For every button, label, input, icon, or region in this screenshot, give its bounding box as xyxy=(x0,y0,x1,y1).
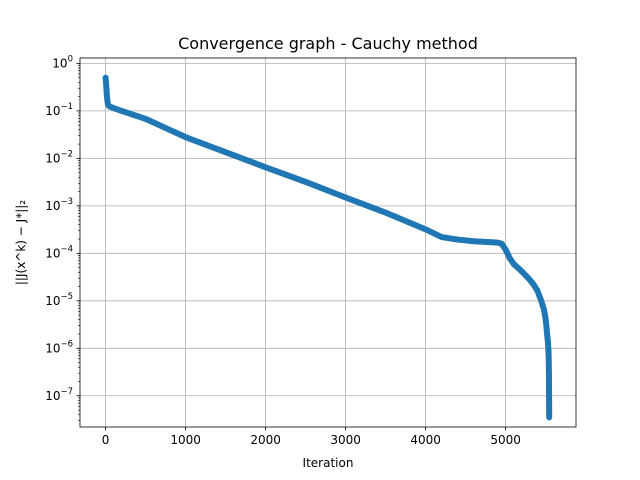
data-point xyxy=(539,299,545,305)
series-layer xyxy=(102,74,553,421)
data-point xyxy=(103,75,109,81)
y-tick-label: 100 xyxy=(52,54,73,70)
data-point xyxy=(487,239,493,245)
data-point xyxy=(510,261,517,267)
data-point xyxy=(119,108,125,114)
data-point xyxy=(111,105,117,111)
x-axis-label: Iteration xyxy=(303,456,354,470)
data-point xyxy=(104,96,110,102)
tick-layer: 0 1000 2000 3000 4000 5000 10−7 10−6 10−5 10−4 10−… xyxy=(45,54,521,447)
data-point xyxy=(543,316,549,322)
data-point xyxy=(495,240,501,246)
data-point xyxy=(303,179,309,185)
data-point xyxy=(263,164,269,170)
data-point xyxy=(507,255,513,261)
axes: 0 1000 2000 3000 4000 5000 10−7 10−6 10−5 10−4 10−… xyxy=(45,54,577,447)
y-axis-label: ||J(x^k) − J*||₂ xyxy=(14,200,28,285)
x-tick-label: 0 xyxy=(102,433,110,447)
x-tick-label: 3000 xyxy=(330,433,361,447)
data-point xyxy=(471,238,477,244)
chart-title: Convergence graph - Cauchy method xyxy=(178,34,478,53)
data-point xyxy=(499,241,505,247)
data-point xyxy=(546,360,552,367)
y-tick-label: 10−3 xyxy=(45,197,73,213)
y-tick-label: 10−6 xyxy=(45,339,73,355)
grid-layer xyxy=(80,58,576,427)
x-tick-label: 1000 xyxy=(170,433,201,447)
data-point xyxy=(545,346,552,352)
data-point xyxy=(535,288,541,294)
y-tick-label: 10−4 xyxy=(45,244,73,260)
data-point xyxy=(544,332,550,338)
data-point xyxy=(541,307,547,313)
data-point xyxy=(545,340,551,346)
data-point xyxy=(223,149,229,155)
x-tick-label: 2000 xyxy=(250,433,281,447)
data-point xyxy=(543,323,550,329)
data-point xyxy=(527,276,533,283)
data-point xyxy=(519,268,525,274)
y-tick-label: 10−5 xyxy=(45,292,73,308)
y-tick-label: 10−1 xyxy=(45,102,73,118)
y-tick-label: 10−7 xyxy=(45,387,73,403)
data-point xyxy=(143,116,149,122)
data-point xyxy=(546,389,552,395)
data-point xyxy=(104,92,110,98)
data-point xyxy=(546,399,552,405)
x-tick-label: 5000 xyxy=(490,433,521,447)
data-point xyxy=(103,85,109,91)
data-point xyxy=(183,134,189,140)
data-point xyxy=(503,246,509,253)
data-point xyxy=(103,79,109,85)
data-point xyxy=(546,353,552,359)
y-tick-label: 10−2 xyxy=(45,149,73,165)
data-point xyxy=(546,414,552,421)
data-point xyxy=(455,236,461,243)
data-point xyxy=(546,371,552,377)
data-point xyxy=(383,210,389,216)
data-point xyxy=(423,226,429,232)
data-point xyxy=(343,194,349,201)
data-point xyxy=(439,234,445,240)
axes-frame xyxy=(79,57,577,428)
x-tick-label: 4000 xyxy=(410,433,441,447)
data-point xyxy=(531,281,537,288)
